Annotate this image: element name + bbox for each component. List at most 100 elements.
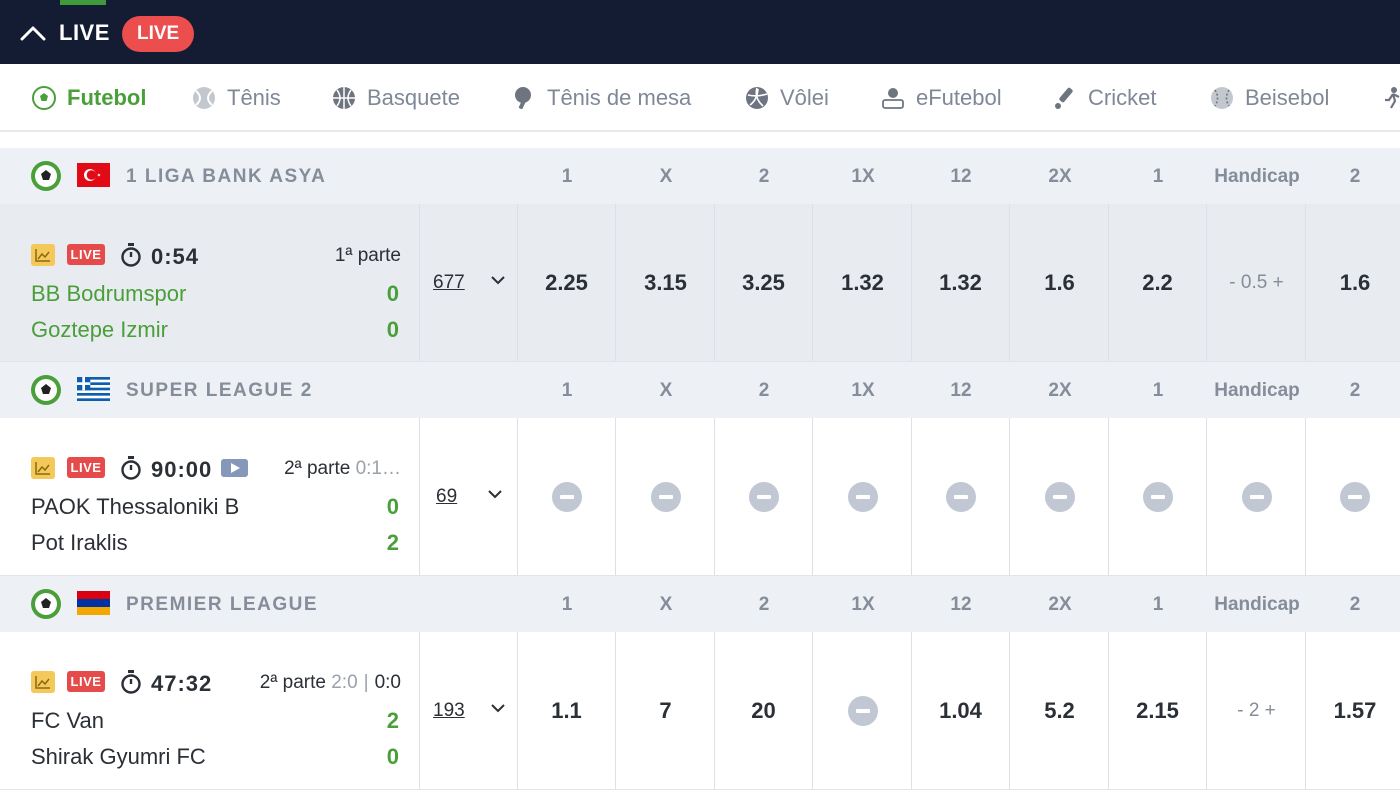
odd-button[interactable]: 3.25 [715, 204, 813, 361]
league-header: SUPER LEAGUE 2 1 X 2 1X 12 2X 1 Handicap… [0, 362, 1400, 418]
match-info[interactable]: LIVE 0:54 1ª parte BB Bodrumspor 0 Gozte… [0, 204, 420, 361]
away-team[interactable]: Goztepe Izmir [31, 317, 168, 342]
away-score: 0 [386, 744, 399, 769]
odd-button[interactable]: 5.2 [1011, 632, 1109, 789]
odd-button[interactable]: 1.32 [814, 204, 912, 361]
markets-count[interactable]: 193 [433, 699, 465, 721]
volleyball-icon [744, 85, 770, 111]
match-row[interactable]: LIVE 90:00 2ª parte 0:1… PAOK Thessaloni… [0, 418, 1400, 576]
odd-button[interactable]: 1.04 [912, 632, 1010, 789]
home-score: 0 [386, 494, 399, 519]
live-badge: LIVE [67, 457, 105, 478]
locked-icon [748, 481, 779, 512]
match-period: 2ª parte 2:0 | 0:0 [260, 672, 401, 694]
tab-cricket[interactable]: Cricket [1052, 84, 1156, 112]
league-name[interactable]: SUPER LEAGUE 2 [126, 380, 313, 401]
match-info[interactable]: LIVE 47:32 2ª parte 2:0 | 0:0 FC Van 2 Shi… [0, 632, 420, 789]
tab-more-sport[interactable] [1380, 84, 1400, 112]
soccer-ball-icon [31, 85, 57, 111]
markets-dropdown[interactable]: 193 [420, 632, 518, 789]
column-header: 1X [851, 594, 875, 615]
flag-turkey-icon [77, 163, 110, 187]
sports-tabs: Futebol Tênis Basquete Tênis de mesa Vôl… [0, 64, 1400, 132]
column-header: 2 [758, 166, 770, 187]
home-team[interactable]: FC Van [31, 708, 104, 733]
column-header: 1X [851, 166, 875, 187]
score-separator: | [363, 672, 369, 693]
locked-icon [1241, 481, 1272, 512]
handicap-selector[interactable]: - 0.5 + [1208, 204, 1306, 361]
stopwatch-icon [121, 670, 141, 694]
odd-locked [1011, 418, 1109, 575]
match-time: 0:54 [151, 244, 200, 269]
column-header: X [659, 166, 673, 187]
match-row[interactable]: LIVE 0:54 1ª parte BB Bodrumspor 0 Gozte… [0, 204, 1400, 362]
stopwatch-icon [121, 456, 141, 480]
markets-dropdown[interactable]: 69 [420, 418, 518, 575]
chevron-up-icon[interactable] [20, 25, 46, 41]
tab-basquete[interactable]: Basquete [331, 84, 460, 112]
match-info[interactable]: LIVE 90:00 2ª parte 0:1… PAOK Thessaloni… [0, 418, 420, 575]
odd-button[interactable]: 3.15 [617, 204, 715, 361]
column-header: 2 [1349, 166, 1361, 187]
tab-futebol[interactable]: Futebol [31, 84, 146, 112]
away-team[interactable]: Pot Iraklis [31, 530, 128, 555]
tab-label: Cricket [1088, 85, 1157, 110]
locked-icon [847, 695, 878, 726]
odd-button[interactable]: 1.6 [1339, 269, 1371, 295]
chevron-down-icon[interactable] [490, 274, 506, 286]
tab-label: Basquete [367, 85, 460, 110]
match-time: 47:32 [151, 671, 213, 696]
odd-locked [1306, 418, 1400, 575]
home-team[interactable]: BB Bodrumspor [31, 281, 187, 306]
column-header: Handicap [1214, 594, 1300, 615]
away-team[interactable]: Shirak Gyumri FC [31, 744, 206, 769]
league-name[interactable]: 1 LIGA BANK ASYA [126, 166, 327, 187]
stats-chart-icon[interactable] [31, 457, 55, 479]
handicap-selector[interactable]: - 2 + [1208, 632, 1306, 789]
match-time: 90:00 [151, 457, 213, 482]
half-score: 0:0 [374, 672, 401, 693]
tab-volei[interactable]: Vôlei [744, 84, 829, 112]
match-row[interactable]: LIVE 47:32 2ª parte 2:0 | 0:0 FC Van 2 Shi… [0, 632, 1400, 790]
odd-button[interactable]: 2.15 [1109, 632, 1207, 789]
flag-armenia-icon [77, 591, 110, 615]
markets-count[interactable]: 69 [436, 485, 458, 507]
live-stream-icon[interactable] [221, 459, 248, 477]
soccer-ball-icon [31, 589, 61, 619]
league-name[interactable]: PREMIER LEAGUE [126, 594, 319, 615]
markets-count[interactable]: 677 [433, 271, 465, 293]
tab-beisebol[interactable]: Beisebol [1209, 84, 1329, 112]
odd-button[interactable]: 1.1 [518, 632, 616, 789]
tab-tenis[interactable]: Tênis [191, 84, 281, 112]
tab-efutebol[interactable]: eFutebol [880, 84, 1002, 112]
chevron-down-icon[interactable] [487, 488, 503, 500]
markets-dropdown[interactable]: 677 [420, 204, 518, 361]
odd-button[interactable]: 1.32 [912, 204, 1010, 361]
flag-greece-icon [77, 377, 110, 401]
chevron-down-icon[interactable] [490, 702, 506, 714]
odd-button[interactable]: 1.57 [1333, 697, 1377, 723]
home-team[interactable]: PAOK Thessaloniki B [31, 494, 240, 519]
live-badge: LIVE [67, 244, 105, 265]
esoccer-icon [880, 85, 906, 111]
match-period: 2ª parte 0:1… [284, 458, 401, 480]
stats-chart-icon[interactable] [31, 244, 55, 266]
odd-button[interactable]: 1.6 [1011, 204, 1109, 361]
live-section-title[interactable]: LIVE [59, 20, 110, 45]
column-header: 12 [950, 594, 972, 615]
odd-button[interactable]: 20 [715, 632, 813, 789]
column-header: X [659, 594, 673, 615]
odd-button[interactable]: 2.2 [1109, 204, 1207, 361]
column-header: 1 [561, 594, 573, 615]
stats-chart-icon[interactable] [31, 671, 55, 693]
basketball-icon [331, 85, 357, 111]
odd-locked [814, 418, 912, 575]
tab-tenis-de-mesa[interactable]: Tênis de mesa [511, 84, 691, 112]
baseball-icon [1209, 85, 1235, 111]
soccer-ball-icon [31, 161, 61, 191]
tennis-ball-icon [191, 85, 217, 111]
league-header: 1 LIGA BANK ASYA 1 X 2 1X 12 2X 1 Handic… [0, 148, 1400, 204]
odd-button[interactable]: 7 [617, 632, 715, 789]
odd-button[interactable]: 2.25 [518, 204, 616, 361]
